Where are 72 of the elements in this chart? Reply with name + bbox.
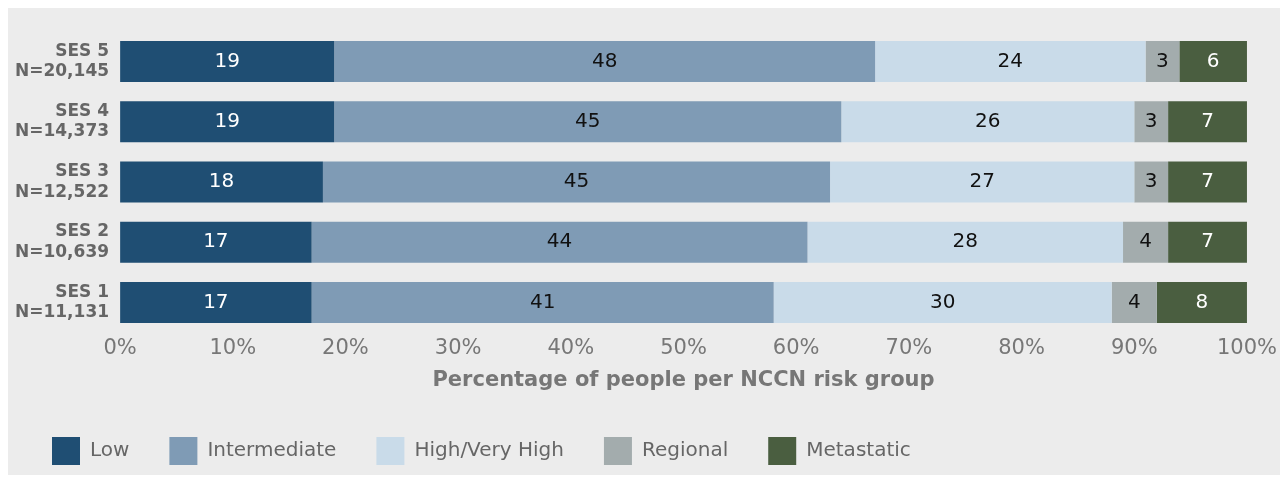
x-tick-label: 50% xyxy=(660,334,707,359)
y-tick-label: SES 5 N=20,145 xyxy=(14,39,110,81)
y-tick-label: SES 1 N=11,131 xyxy=(14,280,110,322)
data-label: 4 xyxy=(1127,288,1141,313)
legend-label: Metastatic xyxy=(806,437,911,462)
bar xyxy=(1134,161,1169,203)
data-label: 19 xyxy=(214,47,240,72)
data-label: 3 xyxy=(1144,107,1158,132)
data-label: 24 xyxy=(997,47,1024,72)
data-label: 7 xyxy=(1201,168,1214,193)
bar xyxy=(1168,221,1247,263)
x-tick-label: 90% xyxy=(1110,334,1158,359)
x-tick-label: 70% xyxy=(885,334,933,359)
y-tick-label: SES 4 N=14,373 xyxy=(14,99,110,141)
bar xyxy=(1111,282,1157,323)
data-label: 30 xyxy=(929,288,956,313)
data-label: 28 xyxy=(952,228,978,253)
legend-label: Intermediate xyxy=(207,437,337,462)
data-label: 44 xyxy=(546,228,573,253)
data-label: 4 xyxy=(1139,228,1152,253)
bar xyxy=(841,101,1135,143)
bar xyxy=(120,101,335,143)
legend-label: High/Very High xyxy=(414,437,564,462)
data-label: 45 xyxy=(563,168,590,193)
data-label: 3 xyxy=(1144,168,1158,193)
data-label: 18 xyxy=(208,168,235,193)
bar xyxy=(875,41,1146,82)
data-label: 26 xyxy=(975,107,1001,132)
x-tick-label: 10% xyxy=(209,334,257,359)
bar xyxy=(120,41,335,82)
bar xyxy=(1179,41,1247,82)
bar xyxy=(1168,101,1247,143)
bar xyxy=(1123,221,1169,263)
x-tick-label: 60% xyxy=(772,334,820,359)
data-label: 48 xyxy=(591,47,618,72)
bar xyxy=(311,221,808,263)
data-label: 8 xyxy=(1195,288,1209,313)
data-label: 19 xyxy=(214,107,240,132)
data-label: 6 xyxy=(1206,47,1220,72)
data-label: 7 xyxy=(1201,228,1214,253)
data-label: 27 xyxy=(969,168,995,193)
bar xyxy=(1134,101,1169,143)
bar xyxy=(120,221,312,263)
data-label: 17 xyxy=(203,228,229,253)
bar xyxy=(1156,282,1247,323)
x-tick-label: 100% xyxy=(1216,334,1278,359)
x-tick-label: 80% xyxy=(998,334,1045,359)
bar xyxy=(830,161,1135,203)
x-tick-label: 30% xyxy=(434,334,482,359)
legend-label: Low xyxy=(90,437,130,462)
bar xyxy=(120,161,323,203)
data-label: 3 xyxy=(1156,47,1169,72)
bar xyxy=(334,101,842,143)
data-label: 45 xyxy=(575,107,601,132)
x-tick-label: 0% xyxy=(103,334,137,359)
data-label: 41 xyxy=(529,288,556,313)
x-tick-label: 40% xyxy=(547,334,595,359)
x-axis-title: Percentage of people per NCCN risk group xyxy=(432,366,935,391)
bar xyxy=(1168,161,1247,203)
bar xyxy=(311,282,774,323)
legend-label: Regional xyxy=(641,437,729,462)
data-label: 7 xyxy=(1201,107,1214,132)
x-tick-label: 20% xyxy=(322,334,369,359)
bar xyxy=(334,41,876,82)
y-tick-label: SES 3 N=12,522 xyxy=(14,160,110,201)
data-label: 17 xyxy=(203,288,229,313)
bar xyxy=(322,161,831,203)
y-tick-label: SES 2 N=10,639 xyxy=(14,220,110,261)
bar xyxy=(773,282,1112,323)
bar xyxy=(1145,41,1180,82)
bar xyxy=(807,221,1124,263)
bar xyxy=(120,282,312,323)
